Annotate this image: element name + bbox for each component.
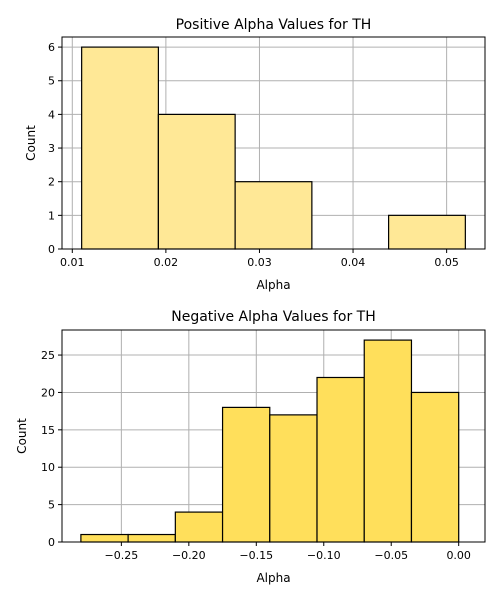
- y-tick-label: 20: [41, 386, 55, 399]
- y-tick-label: 4: [48, 108, 55, 121]
- x-tick-label: −0.15: [239, 549, 273, 562]
- plot-frame: [61, 329, 486, 543]
- y-tick-label: 0: [48, 243, 55, 256]
- histogram-bar: [81, 46, 159, 250]
- x-tick-label: 0.03: [247, 256, 272, 269]
- y-tick-label: 5: [48, 75, 55, 88]
- y-tick-label: 5: [48, 499, 55, 512]
- x-tick-label: 0.05: [434, 256, 459, 269]
- histogram-bar: [80, 533, 129, 543]
- chart-title: Negative Alpha Values for TH: [171, 309, 376, 325]
- x-axis-label: Alpha: [256, 278, 290, 292]
- x-tick-label: 0.02: [154, 256, 179, 269]
- x-tick-label: −0.10: [307, 549, 341, 562]
- plot-frame: [61, 36, 486, 250]
- y-tick-label: 6: [48, 41, 55, 54]
- bars: [80, 339, 460, 543]
- histogram-bar: [363, 339, 413, 543]
- bars: [81, 46, 466, 250]
- x-tick-label: −0.25: [105, 549, 139, 562]
- y-tick-label: 2: [48, 176, 55, 189]
- x-tick-label: −0.05: [374, 549, 408, 562]
- histogram-bar: [127, 533, 176, 543]
- y-tick-label: 10: [41, 461, 55, 474]
- y-ticks: 0 5 10 15 20 25: [41, 349, 62, 549]
- x-tick-label: −0.20: [172, 549, 206, 562]
- histogram-bar: [410, 391, 460, 543]
- histogram-bar: [174, 511, 224, 543]
- histogram-bar: [316, 376, 365, 543]
- histogram-bar: [388, 214, 466, 250]
- y-tick-label: 3: [48, 142, 55, 155]
- x-ticks: 0.01 0.02 0.03 0.04 0.05: [60, 249, 459, 269]
- x-ticks: −0.25 −0.20 −0.15 −0.10 −0.05 0.00: [105, 542, 471, 562]
- y-tick-label: 1: [48, 209, 55, 222]
- x-tick-label: 0.04: [341, 256, 366, 269]
- x-axis-label: Alpha: [256, 571, 290, 585]
- y-axis-label: Count: [15, 418, 29, 454]
- negative-alpha-chart: Negative Alpha Values for TH −0.25 −0.20−…: [15, 309, 486, 585]
- x-tick-label: 0.00: [446, 549, 471, 562]
- x-tick-label: 0.01: [60, 256, 85, 269]
- positive-alpha-chart: Positive Alpha Values for TH 0.01 0.02 0.0…: [24, 17, 486, 292]
- y-tick-label: 0: [48, 536, 55, 549]
- y-axis-label: Count: [24, 125, 38, 161]
- histogram-bar: [221, 406, 271, 543]
- y-ticks: 0 1 2 3 4 5 6: [48, 41, 62, 256]
- y-tick-label: 25: [41, 349, 55, 362]
- y-tick-label: 15: [41, 424, 55, 437]
- histogram-bar: [269, 414, 318, 543]
- histogram-bar: [157, 113, 236, 250]
- histogram-bar: [234, 181, 313, 250]
- chart-title: Positive Alpha Values for TH: [176, 17, 372, 33]
